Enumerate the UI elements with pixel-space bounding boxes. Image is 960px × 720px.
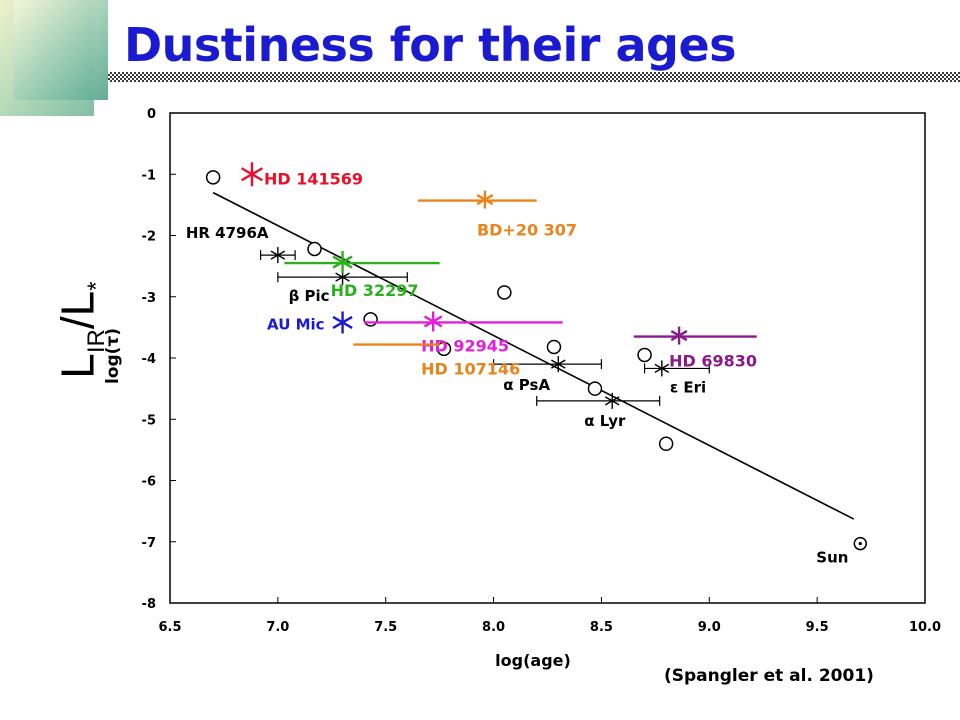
ratio-sep: / — [51, 316, 104, 330]
star-point — [654, 360, 670, 377]
fit-line — [212, 191, 855, 520]
x-tick-label: 7.5 — [374, 620, 397, 635]
corner-decoration — [0, 0, 110, 116]
y-tick-label: -8 — [142, 597, 156, 612]
title-underline-bar — [108, 72, 960, 82]
star-point-label: α PsA — [503, 376, 550, 394]
fit-line-group — [212, 191, 855, 520]
star-point-label: β Pic — [289, 287, 330, 305]
sun-dot — [858, 541, 862, 546]
y-tick-label: -6 — [142, 475, 156, 490]
error-bars — [260, 250, 710, 406]
circle-point — [307, 241, 322, 257]
added-star-label: BD+20 307 — [477, 221, 577, 240]
y-tick-label: -3 — [142, 291, 156, 306]
citation: (Spangler et al. 2001) — [664, 666, 874, 686]
star-points: HR 4796A β Pic α PsA α Lyr ε Eri — [186, 224, 706, 430]
star-point — [604, 392, 620, 409]
y-tick-label: -7 — [142, 536, 156, 551]
added-star-label: HD 69830 — [669, 352, 757, 371]
circle-point — [658, 436, 674, 451]
added-star-point — [476, 190, 494, 209]
added-star-point — [332, 311, 353, 334]
circle-point — [436, 341, 452, 357]
x-tick-label: 9.0 — [698, 620, 721, 635]
circle-point — [497, 285, 512, 300]
l-ir-main: L — [51, 353, 104, 379]
x-tick-label: 8.5 — [590, 620, 613, 635]
slide-title: Dustiness for their ages — [124, 18, 737, 72]
luminosity-ratio-label: LIR/L* — [51, 281, 111, 378]
added-star-point — [332, 251, 353, 274]
l-star-sub: * — [82, 281, 110, 291]
circle-point — [637, 347, 652, 363]
added-star-point — [670, 326, 688, 345]
added-star-point — [423, 311, 443, 332]
x-tick-label: 10.0 — [909, 620, 941, 635]
star-point — [551, 356, 566, 373]
x-tick-label: 8.0 — [482, 620, 505, 635]
y-tick-label: -2 — [142, 230, 156, 245]
added-star-point — [240, 162, 263, 187]
star-point — [270, 247, 286, 264]
added-star-label: HD 32297 — [331, 281, 419, 300]
x-tick-label: 9.5 — [806, 620, 829, 635]
x-tick-label: 6.5 — [158, 620, 181, 635]
star-point-label: HR 4796A — [186, 224, 269, 242]
added-star-label: HD 107146 — [421, 360, 520, 379]
l-star-main: L — [51, 290, 104, 317]
added-stars: HD 141569 BD+20 307 HD 32297 AU Mic HD 92945… — [240, 162, 757, 379]
y-tick-label: -1 — [142, 168, 156, 183]
x-axis-label: log(age) — [495, 651, 571, 670]
l-ir-sub: IR — [82, 329, 110, 354]
sun-point: Sun — [816, 536, 868, 567]
y-tick-label: 0 — [147, 107, 156, 122]
added-star-label: HD 92945 — [421, 336, 509, 355]
sun-label: Sun — [816, 549, 848, 567]
y-tick-label: -4 — [142, 352, 156, 367]
y-axis-label: log(τ) — [103, 328, 123, 384]
circle-points — [205, 170, 674, 451]
axis-ticks: 6.5 7.0 7.5 8.0 8.5 9.0 9.5 10.0 0 -1 -2 -3 -4 -5 -6 -7… — [142, 107, 941, 635]
circle-point — [587, 381, 603, 396]
added-star-label: AU Mic — [267, 315, 325, 333]
x-tick-label: 7.0 — [266, 620, 289, 635]
star-point-label: α Lyr — [584, 412, 626, 430]
y-tick-label: -5 — [142, 413, 156, 428]
circle-point — [363, 312, 378, 327]
added-star-label: HD 141569 — [264, 169, 363, 188]
circle-point — [546, 339, 562, 355]
star-point-label: ε Eri — [670, 378, 706, 396]
circle-point — [205, 170, 221, 185]
